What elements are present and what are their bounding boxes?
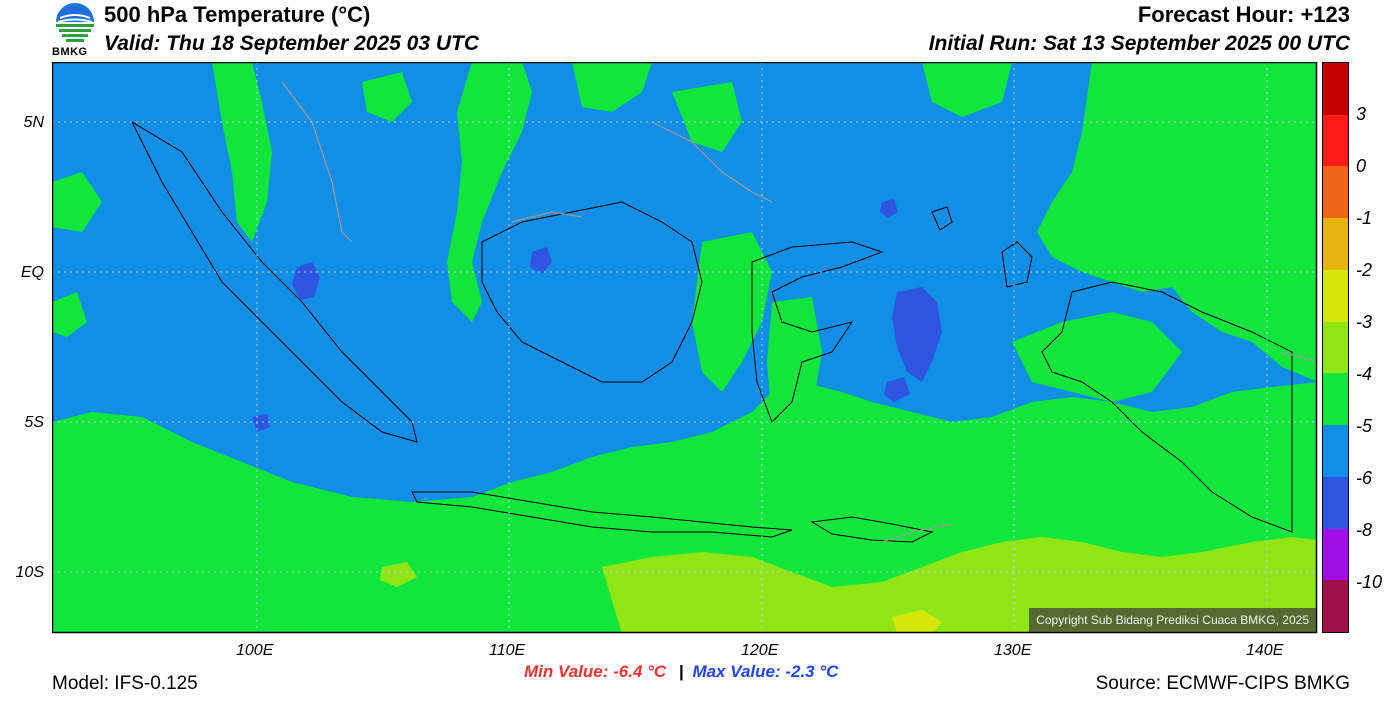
lat-label-eq: EQ bbox=[20, 264, 44, 281]
colorbar-swatch bbox=[1323, 580, 1348, 633]
colorbar-swatch bbox=[1323, 321, 1348, 374]
colorbar-swatch bbox=[1323, 476, 1348, 529]
map-frame bbox=[52, 62, 1318, 634]
model-label: Model: IFS-0.125 bbox=[52, 673, 198, 694]
colorbar-label-minus-10: -10 bbox=[1356, 572, 1383, 592]
lon-label-100e: 100E bbox=[236, 642, 274, 659]
min-value: Min Value: -6.4 °C bbox=[524, 662, 667, 681]
stats-separator: | bbox=[678, 662, 684, 681]
source-label: Source: ECMWF-CIPS BMKG bbox=[1095, 673, 1350, 694]
colorbar-label-minus-3: -3 bbox=[1356, 312, 1373, 332]
lon-label-130e: 130E bbox=[994, 642, 1032, 659]
forecast-hour: Forecast Hour: +123 bbox=[1137, 2, 1350, 27]
lon-label-110e: 110E bbox=[489, 642, 526, 659]
colorbar-label-minus-8: -8 bbox=[1356, 520, 1373, 540]
colorbar-label-3: 3 bbox=[1356, 104, 1367, 124]
lon-label-120e: 120E bbox=[741, 642, 779, 659]
colorbar-swatch bbox=[1323, 166, 1348, 219]
colorbar-swatch bbox=[1323, 373, 1348, 426]
colorbar-label-minus-4: -4 bbox=[1356, 364, 1373, 384]
map-panel: Copyright Sub Bidang Prediksi Cuaca BMKG… bbox=[52, 62, 1318, 634]
lat-label-10s: 10S bbox=[15, 564, 44, 581]
bmkg-logo-text: BMKG bbox=[52, 46, 88, 58]
colorbar-label-minus-6: -6 bbox=[1356, 468, 1373, 488]
colorbar-swatch bbox=[1323, 269, 1348, 322]
colorbar-label-minus-5: -5 bbox=[1356, 416, 1373, 436]
initial-run: Initial Run: Sat 13 September 2025 00 UT… bbox=[928, 32, 1350, 55]
colorbar-label-0: 0 bbox=[1356, 156, 1367, 176]
colorbar-swatches bbox=[1323, 63, 1348, 633]
colorbar-swatch bbox=[1323, 425, 1348, 477]
colorbar-swatch bbox=[1323, 63, 1348, 115]
colorbar bbox=[1322, 62, 1349, 633]
map-title: 500 hPa Temperature (°C) bbox=[104, 2, 371, 27]
valid-time: Valid: Thu 18 September 2025 03 UTC bbox=[104, 32, 480, 55]
colorbar-swatch bbox=[1323, 218, 1348, 270]
max-value: Max Value: -2.3 °C bbox=[692, 662, 839, 681]
country-borders bbox=[281, 81, 1316, 543]
lon-label-140e: 140E bbox=[1246, 642, 1284, 659]
bmkg-logo: BMKG bbox=[50, 0, 100, 60]
graticule bbox=[52, 62, 1316, 632]
copyright-note: Copyright Sub Bidang Prediksi Cuaca BMKG… bbox=[1029, 608, 1316, 632]
temperature-field-map bbox=[52, 62, 1318, 634]
coastlines bbox=[130, 120, 1293, 543]
bmkg-logo-icon bbox=[56, 3, 94, 42]
colorbar-swatch bbox=[1323, 528, 1348, 581]
lat-label-5n: 5N bbox=[23, 114, 44, 131]
lat-label-5s: 5S bbox=[24, 414, 44, 431]
colorbar-label-minus-2: -2 bbox=[1356, 260, 1373, 280]
colorbar-swatch bbox=[1323, 114, 1348, 167]
min-max-line: Min Value: -6.4 °C | Max Value: -2.3 °C bbox=[524, 662, 838, 682]
colorbar-label-minus-1: -1 bbox=[1356, 208, 1373, 228]
field-band-minus-3-to-2 bbox=[892, 610, 942, 632]
